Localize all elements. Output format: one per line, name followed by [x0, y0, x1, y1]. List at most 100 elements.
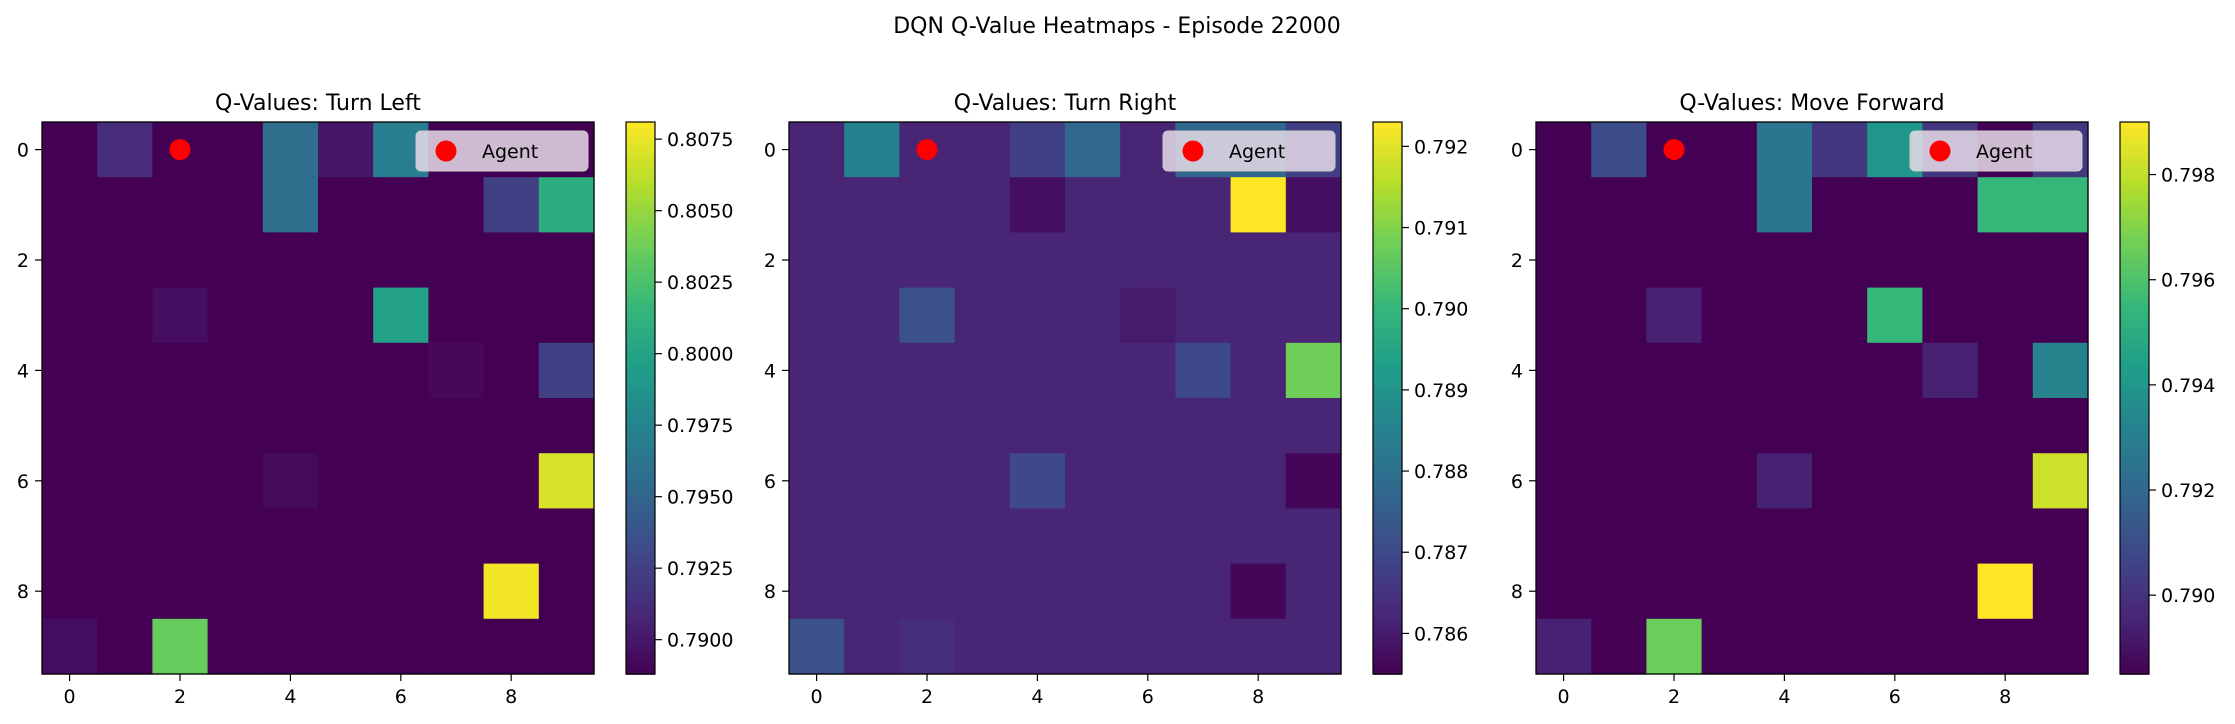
- heatmap-cell: [1285, 618, 1342, 675]
- y-tick-label: 6: [764, 471, 776, 493]
- heatmap-cell: [1230, 398, 1287, 454]
- colorbar-segment: [626, 603, 655, 610]
- colorbar-segment: [626, 543, 655, 550]
- colorbar-segment: [2120, 247, 2149, 254]
- heatmap-cell: [1867, 342, 1923, 399]
- heatmap-cell: [262, 232, 319, 289]
- colorbar-segment: [1373, 638, 1402, 645]
- colorbar-segment: [626, 232, 655, 239]
- colorbar-segment: [626, 668, 655, 675]
- colorbar-tick-label: 0.791: [1414, 218, 1468, 240]
- colorbar-segment: [626, 267, 655, 274]
- x-tick-label: 8: [1999, 686, 2011, 708]
- heatmap-cell: [97, 508, 153, 565]
- colorbar-segment: [626, 392, 655, 399]
- y-tick-label: 4: [17, 360, 29, 382]
- colorbar-segment: [626, 658, 655, 665]
- heatmap-cell: [954, 508, 1011, 565]
- y-tick-label: 6: [1511, 471, 1523, 493]
- heatmap-cell: [1591, 122, 1647, 178]
- heatmap-cell: [1175, 453, 1232, 509]
- heatmap-cell: [1922, 177, 1979, 233]
- figure-title: DQN Q-Value Heatmaps - Episode 22000: [893, 14, 1341, 39]
- heatmap-cell: [1009, 342, 1066, 399]
- panel-title: Q-Values: Turn Right: [954, 91, 1177, 116]
- colorbar-segment: [626, 663, 655, 670]
- colorbar-segment: [2120, 152, 2149, 158]
- heatmap-cell: [42, 232, 98, 289]
- heatmap-cell: [1065, 287, 1121, 344]
- agent-marker: [916, 139, 938, 161]
- colorbar-tick-label: 0.8075: [667, 129, 733, 151]
- heatmap-cell: [1867, 563, 1923, 620]
- colorbar-segment: [626, 127, 655, 133]
- heatmap-cell: [1591, 508, 1647, 565]
- colorbar-segment: [626, 608, 655, 615]
- heatmap-cell: [899, 287, 956, 344]
- colorbar-segment: [2120, 488, 2149, 495]
- colorbar-segment: [2120, 262, 2149, 269]
- heatmap-cell: [1756, 618, 1813, 675]
- heatmap-cell: [538, 453, 595, 509]
- heatmap-cell: [1285, 398, 1342, 454]
- colorbar-segment: [2120, 588, 2149, 595]
- heatmap-cell: [373, 232, 429, 289]
- colorbar-segment: [626, 122, 655, 128]
- colorbar-segment: [1373, 257, 1402, 264]
- heatmap-cell: [428, 453, 485, 509]
- colorbar-segment: [1373, 272, 1402, 279]
- heatmap-cell: [899, 232, 956, 289]
- heatmap-cell: [844, 453, 900, 509]
- colorbar-segment: [626, 337, 655, 344]
- heatmap-cell: [428, 342, 485, 399]
- colorbar-segment: [626, 438, 655, 444]
- axes-frame: [788, 121, 1342, 675]
- colorbar-segment: [2120, 137, 2149, 143]
- heatmap-cell: [262, 177, 319, 233]
- colorbar-segment: [1373, 578, 1402, 585]
- colorbar-segment: [626, 623, 655, 630]
- heatmap-cell: [42, 453, 98, 509]
- colorbar-segment: [2120, 132, 2149, 138]
- heatmap-cell: [1812, 122, 1868, 178]
- colorbar-segment: [2120, 332, 2149, 339]
- heatmap-cell: [42, 177, 98, 233]
- colorbar-segment: [1373, 317, 1402, 324]
- colorbar-segment: [2120, 463, 2149, 470]
- heatmap-cell: [1591, 563, 1647, 620]
- heatmap-cell: [789, 453, 845, 509]
- heatmap-cell: [844, 342, 900, 399]
- heatmap-cell: [1591, 287, 1647, 344]
- colorbar-segment: [2120, 382, 2149, 389]
- colorbar-segment: [1373, 132, 1402, 138]
- heatmap-cell: [1646, 618, 1703, 675]
- colorbar-tick-label: 0.8000: [667, 344, 733, 366]
- colorbar-segment: [1373, 658, 1402, 665]
- colorbar-segment: [626, 187, 655, 194]
- y-tick-label: 4: [764, 360, 776, 382]
- heatmap-cell: [954, 618, 1011, 675]
- heatmap-cell: [899, 563, 956, 620]
- colorbar-segment: [1373, 232, 1402, 239]
- colorbar-segment: [626, 488, 655, 495]
- colorbar-segment: [626, 558, 655, 565]
- colorbar-segment: [626, 217, 655, 224]
- heatmap-cell: [1701, 287, 1758, 344]
- heatmap-cell: [844, 122, 900, 178]
- colorbar-segment: [2120, 458, 2149, 465]
- colorbar-segment: [2120, 207, 2149, 214]
- heatmap-cell: [1701, 122, 1758, 178]
- colorbar-segment: [1373, 142, 1402, 148]
- colorbar-segment: [1373, 347, 1402, 354]
- colorbar-segment: [1373, 267, 1402, 274]
- colorbar-segment: [626, 643, 655, 650]
- x-tick-label: 8: [1252, 686, 1264, 708]
- heatmap-cell: [42, 563, 98, 620]
- heatmap-cell: [373, 287, 429, 344]
- colorbar-segment: [2120, 563, 2149, 570]
- heatmap-cell: [1701, 232, 1758, 289]
- heatmap-cell: [1756, 563, 1813, 620]
- colorbar-segment: [2120, 142, 2149, 148]
- colorbar-segment: [1373, 413, 1402, 419]
- colorbar-segment: [2120, 317, 2149, 324]
